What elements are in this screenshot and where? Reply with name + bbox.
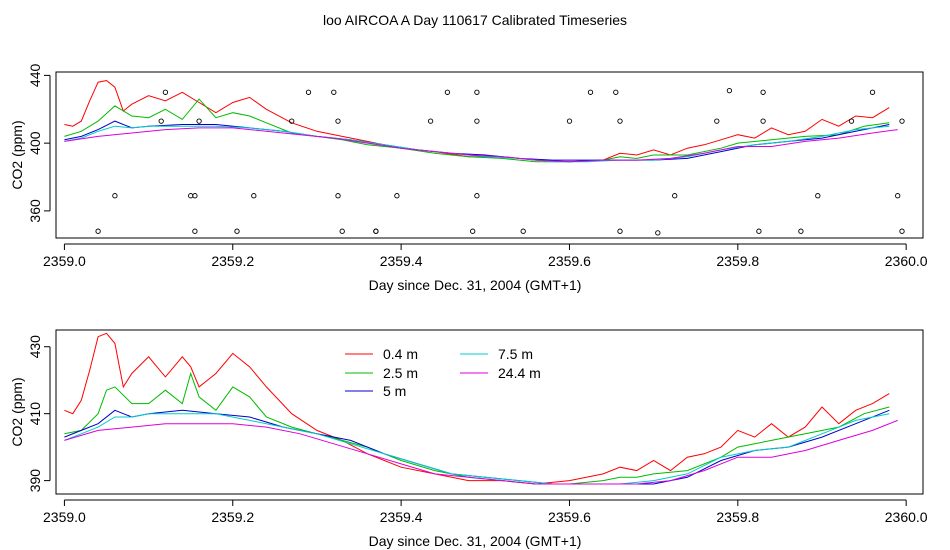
top-scatter-point bbox=[474, 89, 480, 95]
top-scatter-point bbox=[331, 89, 337, 95]
top-scatter-point bbox=[394, 193, 400, 199]
top-scatter-point bbox=[895, 193, 901, 199]
top-scatter-point bbox=[760, 89, 766, 95]
bottom-y-tick-label: 430 bbox=[27, 335, 43, 359]
top-scatter-point bbox=[158, 118, 164, 124]
top-x-tick-label: 2359.6 bbox=[548, 253, 591, 269]
top-scatter-point bbox=[474, 193, 480, 199]
legend-label: 0.4 m bbox=[383, 346, 418, 362]
bottom-ticks-layer: 2359.0 2359.2 2359.4 2359.6 2359.8 2360.0 390 4… bbox=[27, 335, 928, 525]
top-y-tick-label: 440 bbox=[27, 63, 43, 87]
bottom-x-tick-label: 2359.8 bbox=[716, 509, 759, 525]
top-scatter-point bbox=[756, 228, 762, 234]
bottom-panel: 2359.0 2359.2 2359.4 2359.6 2359.8 2360.0 390 4… bbox=[9, 329, 928, 549]
bottom-x-tick-label: 2360.0 bbox=[885, 509, 928, 525]
legend: 0.4 m 2.5 m 5 m 7.5 m 24.4 m bbox=[345, 346, 541, 399]
bottom-series-line-7-5-m bbox=[64, 413, 890, 485]
top-scatter-point bbox=[339, 228, 345, 234]
top-scatter-point bbox=[714, 118, 720, 124]
top-scatter-point bbox=[815, 193, 821, 199]
top-scatter-point bbox=[335, 118, 341, 124]
top-scatter-point bbox=[617, 118, 623, 124]
top-scatter-point bbox=[760, 118, 766, 124]
top-scatter-point bbox=[305, 89, 312, 95]
bottom-plot-frame bbox=[55, 329, 924, 495]
top-scatter-point bbox=[672, 193, 678, 199]
top-scatter-point bbox=[587, 89, 594, 95]
top-scatter-point bbox=[162, 89, 169, 95]
top-scatter-point bbox=[188, 193, 194, 199]
top-scatter-point bbox=[251, 193, 257, 199]
bottom-x-tick-label: 2359.6 bbox=[548, 509, 591, 525]
top-scatter-point bbox=[373, 228, 379, 234]
top-panel: 2359.0 2359.2 2359.4 2359.6 2359.8 2360.0 360 4… bbox=[9, 63, 928, 293]
bottom-series-layer bbox=[64, 332, 898, 485]
top-scatter-point bbox=[95, 228, 101, 234]
bottom-x-axis-title: Day since Dec. 31, 2004 (GMT+1) bbox=[369, 533, 582, 549]
top-scatter-point bbox=[470, 228, 476, 234]
top-scatter-point bbox=[655, 230, 661, 236]
top-x-tick-label: 2359.8 bbox=[716, 253, 759, 269]
top-ticks-layer: 2359.0 2359.2 2359.4 2359.6 2359.8 2360.0 360 4… bbox=[27, 63, 928, 269]
top-plot-frame bbox=[55, 71, 924, 239]
top-series-line-2-5-m bbox=[64, 98, 890, 163]
top-scatter-point bbox=[444, 89, 451, 95]
bottom-series-line-5-m bbox=[64, 409, 890, 485]
top-scatter-point bbox=[899, 118, 905, 124]
top-scatter-point bbox=[617, 228, 623, 234]
top-y-tick-label: 400 bbox=[27, 131, 43, 155]
top-y-tick-label: 360 bbox=[27, 199, 43, 223]
top-x-tick-label: 2359.4 bbox=[380, 253, 423, 269]
bottom-series-line-0-4-m bbox=[64, 332, 890, 485]
chart-title: loo AIRCOA A Day 110617 Calibrated Times… bbox=[323, 12, 627, 28]
top-scatter-point bbox=[869, 89, 876, 95]
top-scatter-point bbox=[112, 193, 118, 199]
top-scatter-point bbox=[192, 228, 198, 234]
top-scatter-point bbox=[427, 118, 434, 124]
top-scatter-point bbox=[613, 89, 619, 95]
top-scatter-point bbox=[234, 228, 240, 234]
top-points-layer bbox=[95, 87, 905, 236]
top-x-tick-label: 2359.2 bbox=[211, 253, 254, 269]
top-x-tick-label: 2360.0 bbox=[885, 253, 928, 269]
top-series-line-24-4-m bbox=[64, 127, 898, 163]
bottom-x-tick-label: 2359.2 bbox=[211, 509, 254, 525]
top-x-tick-label: 2359.0 bbox=[43, 253, 86, 269]
top-scatter-point bbox=[566, 118, 573, 124]
top-scatter-point bbox=[192, 193, 198, 199]
bottom-x-tick-label: 2359.4 bbox=[380, 509, 423, 525]
legend-label: 2.5 m bbox=[383, 365, 418, 381]
bottom-y-tick-label: 390 bbox=[27, 469, 43, 493]
top-scatter-point bbox=[848, 118, 855, 124]
top-scatter-point bbox=[289, 118, 295, 124]
top-scatter-point bbox=[474, 118, 480, 124]
top-scatter-point bbox=[899, 228, 905, 234]
legend-label: 7.5 m bbox=[498, 346, 533, 362]
legend-label: 24.4 m bbox=[498, 365, 541, 381]
bottom-y-tick-label: 410 bbox=[27, 402, 43, 426]
bottom-y-axis-title: CO2 (ppm) bbox=[9, 377, 25, 446]
top-scatter-point bbox=[798, 228, 804, 234]
legend-label: 5 m bbox=[383, 383, 406, 399]
bottom-series-line-24-4-m bbox=[64, 419, 898, 485]
top-y-axis-title: CO2 (ppm) bbox=[9, 120, 25, 189]
top-series-layer bbox=[64, 79, 898, 163]
top-scatter-point bbox=[520, 228, 526, 234]
top-x-axis-title: Day since Dec. 31, 2004 (GMT+1) bbox=[369, 277, 582, 293]
bottom-x-tick-label: 2359.0 bbox=[43, 509, 86, 525]
top-scatter-point bbox=[726, 87, 733, 94]
top-scatter-point bbox=[335, 193, 341, 199]
top-scatter-point bbox=[196, 118, 202, 124]
